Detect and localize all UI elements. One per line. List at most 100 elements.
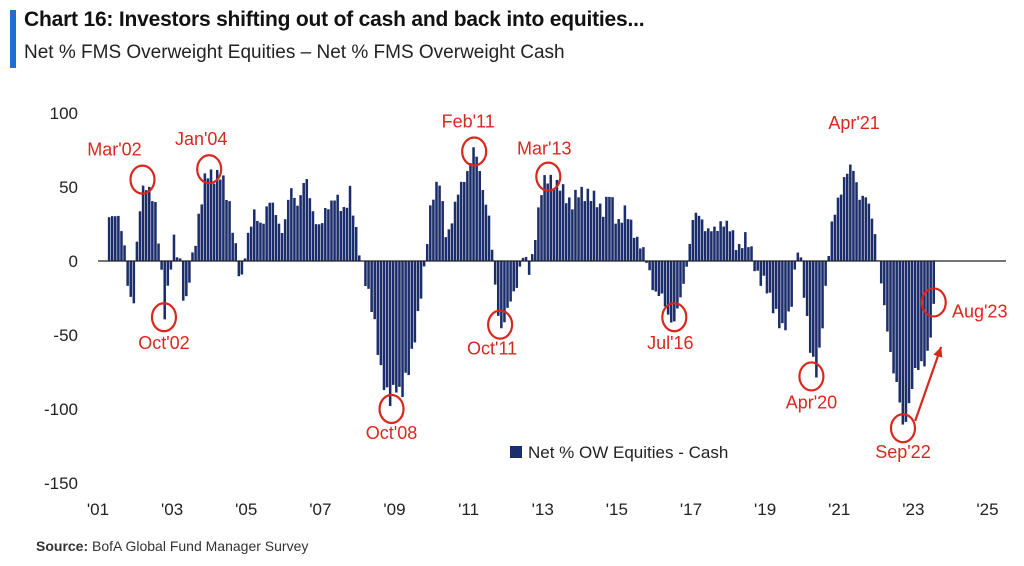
bar <box>574 189 577 261</box>
bar <box>219 179 222 261</box>
bar <box>660 261 664 294</box>
bar <box>203 173 207 261</box>
bar <box>246 232 250 261</box>
bar <box>493 261 497 285</box>
bar <box>293 197 296 261</box>
bar <box>354 226 358 261</box>
bar <box>231 232 234 261</box>
bar <box>549 174 553 261</box>
bar <box>620 222 624 261</box>
bar <box>175 257 179 261</box>
y-tick-label: -150 <box>44 474 78 493</box>
bar <box>635 236 639 261</box>
bar <box>901 261 905 425</box>
bar <box>879 261 883 284</box>
bar <box>144 190 148 261</box>
bar <box>123 245 126 261</box>
bar <box>385 261 389 388</box>
bar <box>197 213 200 261</box>
title-accent-bar <box>10 10 16 68</box>
bar <box>311 211 315 261</box>
bar <box>154 202 157 261</box>
bar <box>163 261 166 320</box>
bar <box>117 215 120 261</box>
bar <box>500 261 503 329</box>
bar <box>509 261 512 302</box>
bar <box>688 243 692 261</box>
bar <box>358 255 361 261</box>
trend-arrow-head <box>933 346 943 358</box>
bar <box>571 209 574 261</box>
annotation-circle <box>129 164 156 195</box>
bar <box>456 194 460 261</box>
bar <box>530 254 534 261</box>
annotation-label: Sep'22 <box>875 442 931 462</box>
bar <box>895 261 898 382</box>
annotation-label: Aug'23 <box>952 301 1008 321</box>
bar <box>734 250 738 261</box>
bar <box>416 261 420 312</box>
bar <box>654 261 658 292</box>
bar <box>923 261 926 367</box>
bar <box>299 195 302 261</box>
bar <box>929 261 932 338</box>
bar <box>256 220 259 261</box>
annotation-circle <box>378 393 405 425</box>
bar <box>481 190 485 261</box>
bar <box>568 197 571 261</box>
bar <box>441 201 444 261</box>
bar <box>759 261 763 286</box>
bar <box>722 226 725 261</box>
bar <box>827 255 830 261</box>
bar <box>463 181 466 261</box>
bar <box>475 156 478 261</box>
bar <box>855 182 858 261</box>
annotation-label: Feb'11 <box>442 111 495 131</box>
bar <box>589 201 593 261</box>
bar <box>543 175 546 261</box>
annotation-label: Jul'16 <box>647 333 693 353</box>
annotation-label: Jan'04 <box>175 129 227 149</box>
bar <box>120 231 123 261</box>
bar <box>740 248 744 261</box>
bar <box>527 261 531 275</box>
bar <box>839 194 843 261</box>
bar <box>286 199 290 261</box>
bar <box>388 261 392 407</box>
bar <box>367 261 370 289</box>
bar <box>614 223 617 261</box>
x-tick-label: '17 <box>680 500 702 519</box>
bar <box>737 244 741 261</box>
bar <box>790 261 793 307</box>
trend-arrow <box>914 346 943 422</box>
bar <box>373 261 376 320</box>
bar <box>642 247 645 261</box>
bar <box>713 226 716 261</box>
bar <box>348 185 352 261</box>
bar <box>518 261 522 267</box>
bar <box>805 261 809 317</box>
bar <box>191 252 194 261</box>
bar <box>342 207 346 261</box>
annotation-label: Oct'11 <box>467 339 517 359</box>
annotation-label: Oct'02 <box>138 333 189 353</box>
bar <box>910 261 914 390</box>
chart-title: Chart 16: Investors shifting out of cash… <box>24 8 645 31</box>
bar <box>731 230 735 261</box>
bar <box>648 261 651 271</box>
bar <box>787 261 790 312</box>
bar <box>645 261 648 263</box>
bar <box>836 197 840 261</box>
bar <box>320 223 324 261</box>
bar <box>889 261 892 353</box>
bar <box>178 258 182 261</box>
bar <box>333 200 336 261</box>
source-note: Source: BofA Global Fund Manager Survey <box>36 538 308 554</box>
bar <box>181 261 185 301</box>
bar <box>302 182 305 261</box>
bar <box>774 261 778 309</box>
bar <box>577 197 580 261</box>
bar <box>429 205 432 261</box>
bar <box>166 261 170 286</box>
y-tick-label: -50 <box>53 326 78 345</box>
